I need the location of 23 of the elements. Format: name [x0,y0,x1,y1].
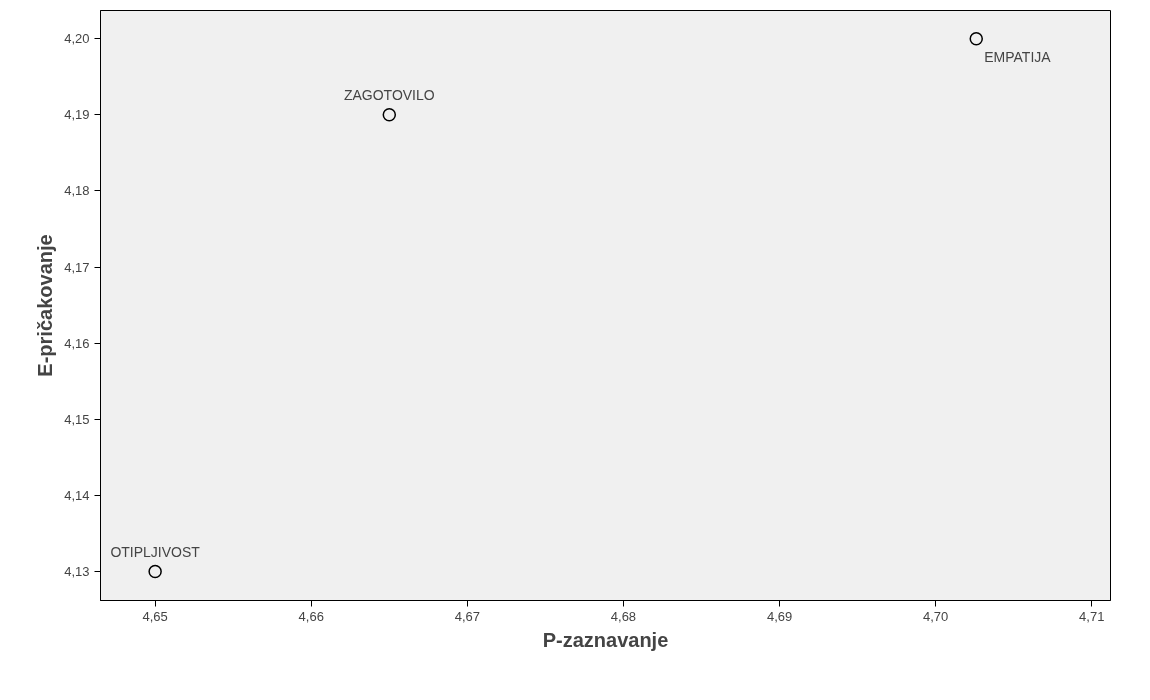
x-tick-label: 4,71 [1079,608,1105,624]
y-tick-label: 4,18 [64,183,90,199]
annotation: EMPATIJA [984,48,1052,65]
x-tick-label: 4,67 [454,608,481,624]
point [148,564,162,579]
y-tick-label: 4,16 [64,335,90,351]
y-tick-label: 4,19 [64,107,90,123]
x-tick-label: 4,68 [610,608,637,624]
y-tick-label: 4,14 [64,487,90,503]
x-axis-title: P-zaznavanje [542,628,669,651]
x-tick-label: 4,65 [142,608,168,624]
point [382,108,397,122]
x-tick-label: 4,70 [923,608,949,624]
annotation: ZAGOTOVILO [343,86,435,103]
y-tick-label: 4,13 [64,564,90,580]
y-tick-label: 4,15 [64,411,90,427]
annotation: OTIPLJIVOST [110,543,201,560]
y-axis-title: E-pričakovanje [34,234,57,377]
x-tick-label: 4,69 [766,608,793,624]
y-tick-label: 4,17 [64,259,90,275]
point [969,31,983,46]
x-tick-label: 4,66 [298,608,324,624]
y-tick-label: 4,20 [64,31,90,47]
